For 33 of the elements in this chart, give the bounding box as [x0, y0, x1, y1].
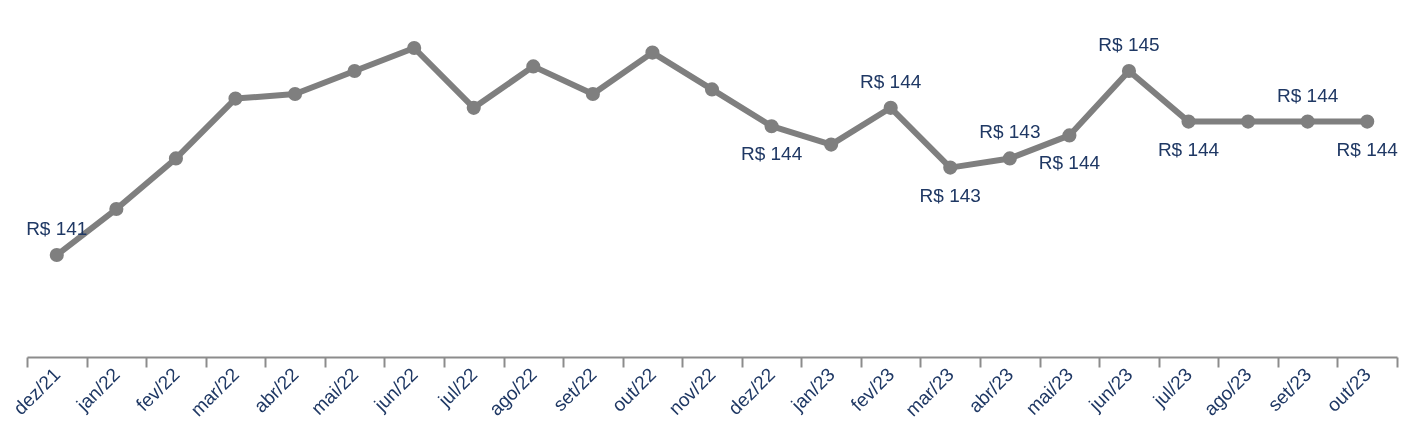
point: [168, 151, 183, 166]
point: [764, 119, 779, 134]
point: [704, 82, 720, 97]
point: [109, 201, 124, 217]
point: [1300, 114, 1315, 129]
data-label: R$ 143: [979, 121, 1041, 143]
point: [347, 63, 362, 79]
point: [466, 100, 481, 115]
data-label: R$ 144: [860, 70, 922, 92]
point: [49, 247, 64, 263]
point: [585, 86, 600, 102]
point: [407, 40, 422, 56]
point: [1121, 63, 1137, 79]
data-label: R$ 141: [26, 218, 88, 240]
data-label: R$ 143: [919, 184, 981, 206]
point: [943, 160, 958, 175]
data-label: R$ 144: [1157, 138, 1220, 160]
point: [526, 59, 541, 74]
point: [287, 86, 303, 102]
point: [1360, 114, 1375, 129]
point: [824, 137, 839, 152]
data-label: R$ 144: [740, 143, 803, 165]
point: [1062, 128, 1077, 143]
point: [228, 91, 243, 106]
point: [645, 45, 660, 60]
data-label: R$ 144: [1336, 138, 1399, 160]
point: [883, 100, 898, 115]
data-label: R$ 145: [1098, 34, 1160, 55]
point: [1241, 114, 1256, 129]
data-label: R$ 144: [1277, 84, 1339, 106]
point: [1002, 151, 1017, 166]
point: [1181, 114, 1196, 129]
data-label: R$ 144: [1038, 152, 1101, 174]
